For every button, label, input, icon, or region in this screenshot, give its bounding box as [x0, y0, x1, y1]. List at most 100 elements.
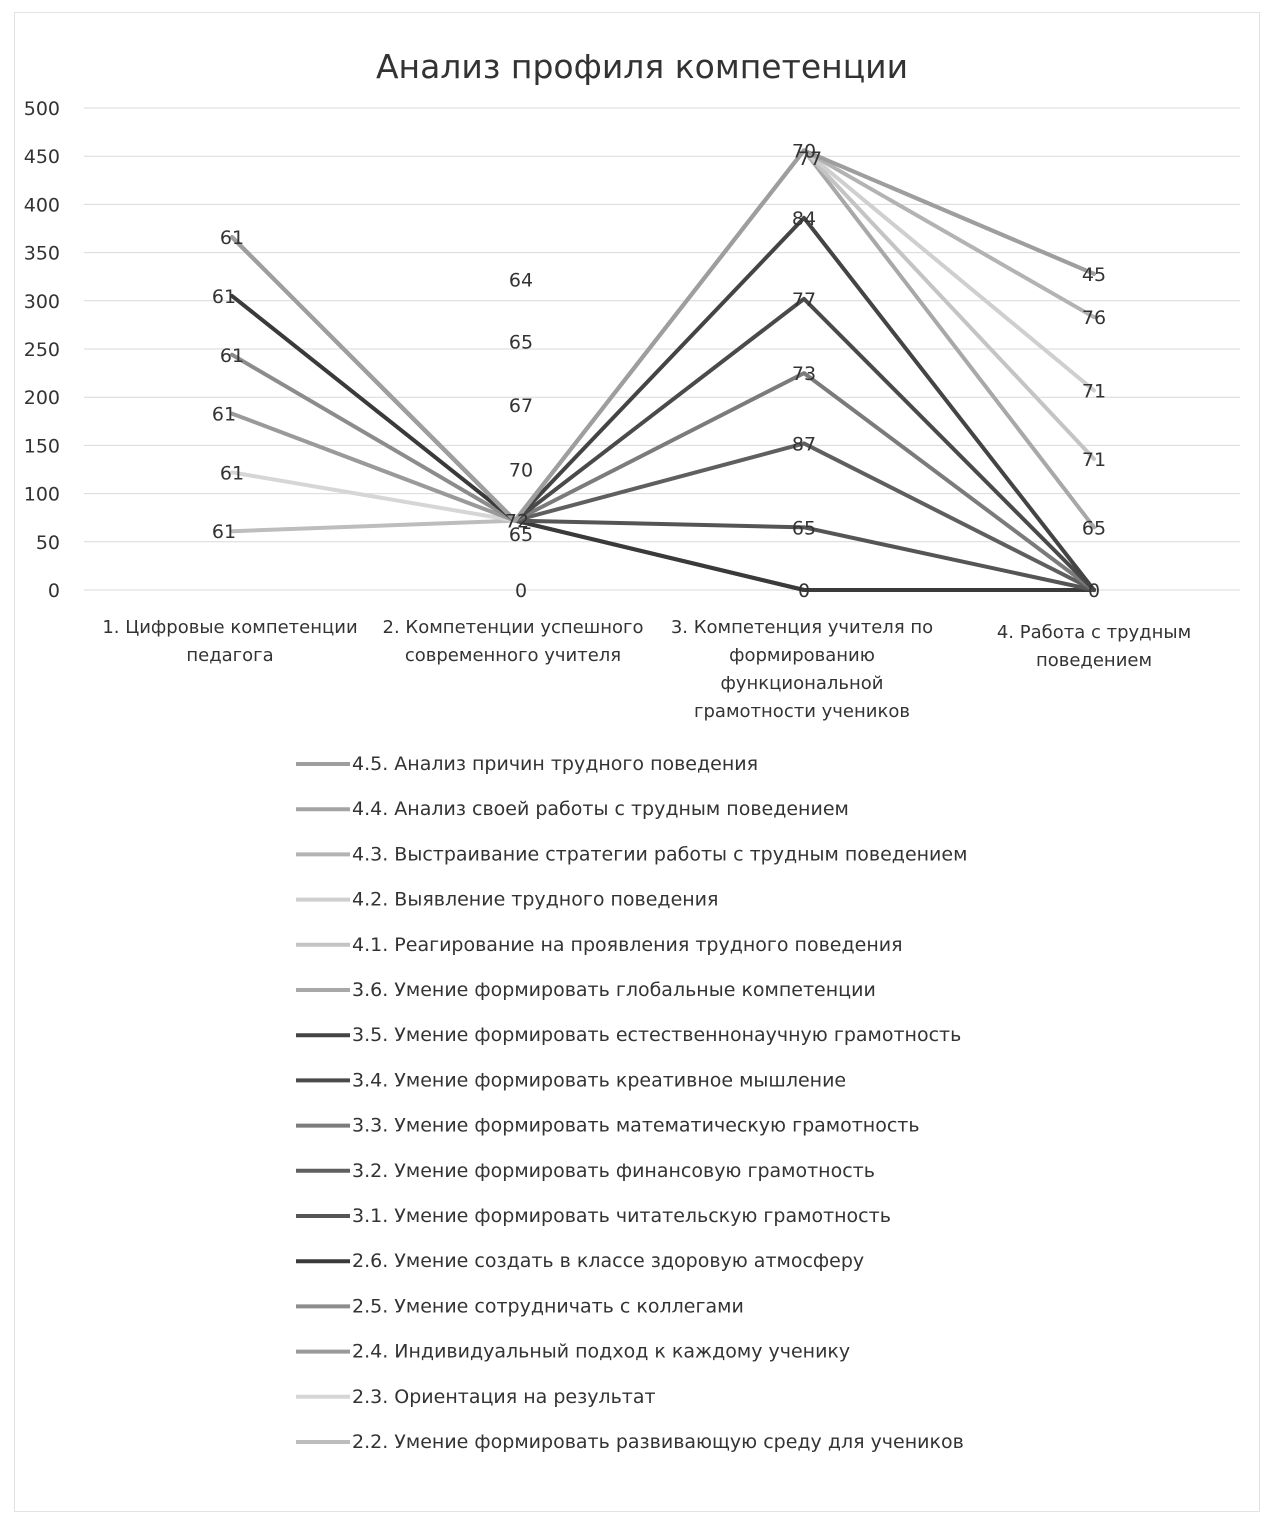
data-label: 61 — [212, 286, 236, 308]
data-label: 0 — [798, 580, 810, 602]
x-category-label: функциональной — [720, 673, 883, 694]
y-tick-label: 0 — [48, 580, 60, 602]
data-label: 61 — [220, 345, 244, 367]
x-category-label: педагога — [186, 645, 273, 666]
x-category-label: формированию — [729, 645, 875, 666]
legend-item[interactable]: 2.3. Ориентация на результат — [296, 1386, 656, 1408]
legend-label: 4.5. Анализ причин трудного поведения — [352, 753, 758, 775]
legend-item[interactable]: 2.2. Умение формировать развивающую сред… — [296, 1431, 964, 1453]
legend-item[interactable]: 3.4. Умение формировать креативное мышле… — [296, 1069, 846, 1091]
legend-label: 2.5. Умение сотрудничать с коллегами — [352, 1295, 744, 1317]
legend-item[interactable]: 3.2. Умение формировать финансовую грамо… — [296, 1160, 875, 1182]
x-category-label: 2. Компетенции успешного — [383, 617, 644, 638]
series-line[interactable] — [230, 235, 1096, 592]
series-line[interactable] — [230, 148, 1096, 523]
series-line[interactable] — [230, 470, 1096, 592]
data-label: 70 — [792, 140, 816, 162]
x-category-label: грамотности учеников — [694, 701, 910, 722]
legend-item[interactable]: 3.6. Умение формировать глобальные компе… — [296, 979, 876, 1001]
legend-item[interactable]: 4.5. Анализ причин трудного поведения — [296, 753, 758, 775]
data-label: 64 — [509, 270, 533, 292]
x-category-label: современного учителя — [405, 645, 621, 666]
series-lines — [230, 148, 1096, 592]
gridlines — [84, 107, 1240, 591]
data-label: 73 — [792, 363, 816, 385]
legend-item[interactable]: 2.4. Индивидуальный подход к каждому уче… — [296, 1341, 850, 1363]
series-line[interactable] — [230, 235, 1096, 592]
series-line[interactable] — [230, 235, 1096, 592]
y-tick-label: 200 — [24, 387, 60, 409]
legend-item[interactable]: 2.6. Умение создать в классе здоровую ат… — [296, 1250, 864, 1272]
legend-item[interactable]: 4.2. Выявление трудного поведения — [296, 889, 718, 911]
data-label: 0 — [1088, 580, 1100, 602]
data-label: 70 — [509, 460, 533, 482]
legend-item[interactable]: 3.3. Умение формировать математическую г… — [296, 1115, 920, 1137]
x-category-label: поведением — [1036, 650, 1152, 671]
y-tick-label: 300 — [24, 291, 60, 313]
legend-item[interactable]: 3.1. Умение формировать читательскую гра… — [296, 1205, 891, 1227]
legend-label: 2.3. Ориентация на результат — [352, 1386, 656, 1408]
y-tick-label: 500 — [24, 98, 60, 120]
legend-label: 3.5. Умение формировать естественнонаучн… — [352, 1024, 961, 1046]
y-tick-label: 250 — [24, 339, 60, 361]
x-category-label: 4. Работа с трудным — [997, 622, 1191, 643]
series-line[interactable] — [230, 215, 1096, 592]
data-label: 65 — [509, 524, 533, 546]
legend-item[interactable]: 4.3. Выстраивание стратегии работы с тру… — [296, 843, 967, 865]
data-label: 61 — [212, 404, 236, 426]
data-label: 87 — [792, 433, 816, 455]
legend-label: 2.6. Умение создать в классе здоровую ат… — [352, 1250, 864, 1272]
data-label: 65 — [792, 517, 816, 539]
data-label: 84 — [792, 208, 816, 230]
legend-label: 3.3. Умение формировать математическую г… — [352, 1115, 920, 1137]
legend-label: 2.2. Умение формировать развивающую сред… — [352, 1431, 964, 1453]
legend-label: 3.1. Умение формировать читательскую гра… — [352, 1205, 891, 1227]
data-label: 72 — [505, 511, 529, 533]
legend-label: 4.4. Анализ своей работы с трудным повед… — [352, 798, 849, 820]
data-label: 45 — [1082, 264, 1106, 286]
data-label: 61 — [220, 462, 244, 484]
y-tick-label: 450 — [24, 146, 60, 168]
legend-item[interactable]: 3.5. Умение формировать естественнонаучн… — [296, 1024, 961, 1046]
series-line[interactable] — [230, 235, 1096, 592]
y-tick-label: 350 — [24, 243, 60, 265]
series-line[interactable] — [230, 148, 1096, 530]
series-line[interactable] — [230, 148, 1096, 523]
data-label: 67 — [509, 395, 533, 417]
data-label: 65 — [509, 331, 533, 353]
chart-frame — [14, 12, 1260, 1512]
legend-item[interactable]: 2.5. Умение сотрудничать с коллегами — [296, 1295, 744, 1317]
x-axis: 1. Цифровые компетенции педагога 2. Компет… — [102, 617, 1191, 722]
y-tick-label: 100 — [24, 484, 60, 506]
y-tick-label: 400 — [24, 194, 60, 216]
data-label: 77 — [798, 148, 822, 170]
series-line[interactable] — [230, 148, 1096, 523]
data-label: 65 — [1082, 517, 1106, 539]
legend-label: 2.4. Индивидуальный подход к каждому уче… — [352, 1341, 850, 1363]
y-axis: 0 50 100 150 200 250 300 350 400 450 500 — [24, 98, 60, 602]
y-tick-label: 50 — [36, 532, 60, 554]
data-label: 77 — [792, 289, 816, 311]
x-category-label: 3. Компетенция учителя по — [671, 617, 933, 638]
series-line[interactable] — [230, 148, 1096, 523]
chart-title: Анализ профиля компетенции — [376, 47, 908, 86]
legend-item[interactable]: 4.1. Реагирование на проявления трудного… — [296, 934, 903, 956]
y-tick-label: 150 — [24, 435, 60, 457]
legend[interactable]: 4.5. Анализ причин трудного поведения 4.4… — [296, 753, 967, 1453]
legend-label: 3.6. Умение формировать глобальные компе… — [352, 979, 876, 1001]
x-category-label: 1. Цифровые компетенции — [102, 617, 357, 638]
data-labels: 61 72 0 0 61 61 61 61 61 65 87 73 77 84 70 65 71 71 76 45 0 6… — [212, 140, 1106, 602]
data-label: 0 — [515, 580, 527, 602]
legend-label: 4.3. Выстраивание стратегии работы с тру… — [352, 843, 967, 865]
series-line[interactable] — [230, 148, 1096, 523]
legend-item[interactable]: 4.4. Анализ своей работы с трудным повед… — [296, 798, 849, 820]
data-label: 71 — [1082, 380, 1106, 402]
data-label: 76 — [1082, 307, 1106, 329]
legend-label: 3.2. Умение формировать финансовую грамо… — [352, 1160, 875, 1182]
legend-label: 4.2. Выявление трудного поведения — [352, 889, 718, 911]
data-label: 61 — [220, 227, 244, 249]
legend-label: 3.4. Умение формировать креативное мышле… — [352, 1069, 846, 1091]
legend-label: 4.1. Реагирование на проявления трудного… — [352, 934, 903, 956]
series-line[interactable] — [230, 293, 1096, 592]
